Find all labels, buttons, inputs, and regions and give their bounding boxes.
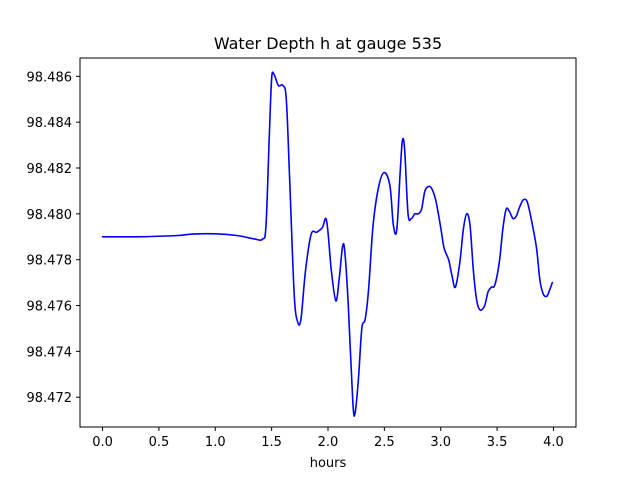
x-axis-label: hours <box>310 456 347 471</box>
x-tick-label: 0.5 <box>149 435 170 450</box>
x-tick-label: 3.0 <box>430 435 451 450</box>
x-tick-label: 4.0 <box>543 435 564 450</box>
water-depth-series-line <box>101 71 554 417</box>
y-axis-ticks: 98.472 98.474 98.476 98.478 98.480 98.482 98.4… <box>27 70 80 406</box>
x-tick-label: 2.5 <box>374 435 395 450</box>
x-tick-label: 3.5 <box>487 435 508 450</box>
y-tick-label: 98.482 <box>27 162 73 177</box>
x-tick-label: 1.5 <box>261 435 282 450</box>
y-tick-label: 98.474 <box>27 345 73 360</box>
x-axis-ticks: 0.0 0.5 1.0 1.5 2.0 2.5 3.0 3.5 4.0 <box>92 427 564 450</box>
plot-area-frame <box>79 57 577 428</box>
y-tick-label: 98.478 <box>27 254 73 269</box>
y-tick-label: 98.480 <box>27 208 73 223</box>
y-tick-label: 98.472 <box>27 391 73 406</box>
x-tick-label: 1.0 <box>205 435 226 450</box>
x-tick-label: 2.0 <box>318 435 339 450</box>
chart-title: Water Depth h at gauge 535 <box>214 34 442 53</box>
y-tick-label: 98.484 <box>27 116 73 131</box>
y-tick-label: 98.476 <box>27 300 73 315</box>
x-tick-label: 0.0 <box>92 435 113 450</box>
y-tick-label: 98.486 <box>27 70 73 85</box>
